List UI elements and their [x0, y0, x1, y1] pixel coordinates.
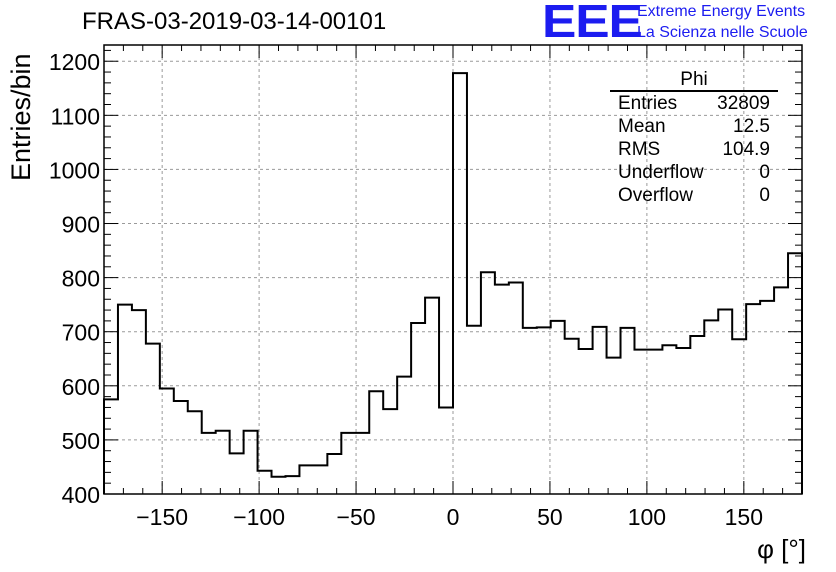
stats-label: RMS — [618, 139, 661, 160]
x-tick-label: 100 — [628, 504, 666, 530]
stats-row-entries: Entries 32809 — [610, 92, 778, 115]
y-tick-label: 800 — [62, 266, 100, 292]
stats-row-overflow: Overflow 0 — [610, 184, 778, 207]
y-tick-label: 600 — [62, 374, 100, 400]
x-tick-label: 150 — [725, 504, 763, 530]
x-tick-label: 0 — [447, 504, 460, 530]
stats-label: Entries — [618, 93, 678, 114]
stats-label: Mean — [618, 116, 666, 137]
stats-row-rms: RMS 104.9 — [610, 138, 778, 161]
stats-value: 12.5 — [733, 116, 770, 137]
stats-value: 32809 — [717, 93, 770, 114]
x-tick-label: −100 — [233, 504, 285, 530]
x-tick-label: −50 — [337, 504, 376, 530]
stats-row-underflow: Underflow 0 — [610, 161, 778, 184]
stats-value: 0 — [759, 185, 770, 206]
stats-box: Phi Entries 32809 Mean 12.5 RMS 104.9 Un… — [610, 70, 778, 207]
histogram-series — [103, 72, 803, 494]
y-tick-label: 700 — [62, 320, 100, 346]
x-axis-label: φ [°] — [757, 534, 806, 564]
stats-value: 104.9 — [722, 139, 770, 160]
x-tick-label: −150 — [136, 504, 188, 530]
y-tick-label: 400 — [62, 482, 100, 508]
y-tick-label: 500 — [62, 428, 100, 454]
y-tick-label: 900 — [62, 212, 100, 238]
y-axis-label: Entries/bin — [6, 53, 36, 181]
stats-label: Overflow — [618, 185, 693, 206]
stats-row-mean: Mean 12.5 — [610, 115, 778, 138]
stats-label: Underflow — [618, 162, 704, 183]
y-tick-label: 1100 — [51, 103, 100, 129]
x-tick-label: 50 — [537, 504, 563, 530]
y-tick-label: 1200 — [49, 49, 100, 75]
eee-logo: EEE — [542, 0, 643, 47]
eee-tagline-1: Extreme Energy Events — [637, 3, 806, 20]
y-tick-label: 1000 — [49, 157, 100, 183]
eee-tagline-2: La Scienza nelle Scuole — [637, 24, 808, 41]
stats-title: Phi — [610, 70, 778, 92]
chart-title: FRAS-03-2019-03-14-00101 — [82, 8, 387, 35]
stats-value: 0 — [759, 162, 770, 183]
